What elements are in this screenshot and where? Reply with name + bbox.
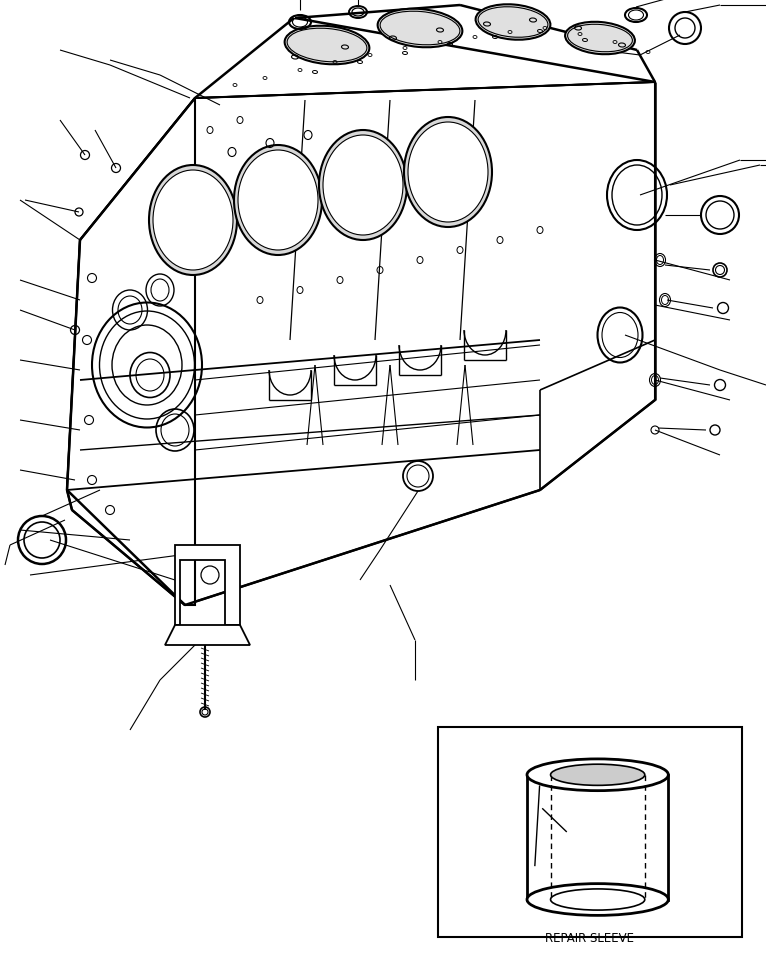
- Polygon shape: [67, 98, 195, 605]
- Ellipse shape: [153, 170, 233, 270]
- Ellipse shape: [551, 889, 645, 910]
- Ellipse shape: [527, 884, 668, 916]
- Polygon shape: [67, 82, 655, 605]
- Ellipse shape: [476, 4, 551, 40]
- Ellipse shape: [319, 130, 407, 240]
- Polygon shape: [175, 545, 240, 625]
- Ellipse shape: [565, 22, 635, 54]
- Polygon shape: [165, 625, 250, 645]
- Ellipse shape: [285, 26, 369, 65]
- Ellipse shape: [527, 758, 668, 790]
- Ellipse shape: [323, 135, 403, 235]
- Text: REPAIR SLEEVE: REPAIR SLEEVE: [545, 932, 634, 945]
- Ellipse shape: [238, 150, 318, 250]
- Ellipse shape: [408, 122, 488, 222]
- Ellipse shape: [404, 117, 492, 227]
- Ellipse shape: [149, 165, 237, 275]
- Ellipse shape: [551, 764, 645, 786]
- Ellipse shape: [378, 9, 463, 47]
- Bar: [527, 775, 668, 899]
- Ellipse shape: [234, 145, 322, 255]
